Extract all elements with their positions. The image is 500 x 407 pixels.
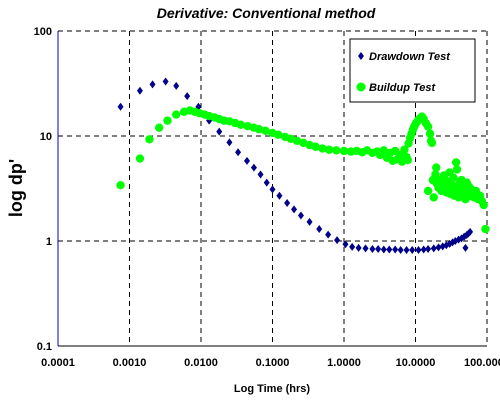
x-tick-label: 1.0000 <box>327 357 361 369</box>
drawdown-point <box>392 245 399 254</box>
drawdown-point <box>149 80 156 89</box>
drawdown-point <box>415 246 422 255</box>
buildup-point <box>429 193 438 202</box>
drawdown-point <box>250 163 257 172</box>
drawdown-point <box>235 148 242 157</box>
buildup-point <box>449 173 458 182</box>
drawdown-point <box>430 244 437 253</box>
drawdown-point <box>467 227 474 236</box>
x-tick-label: 10.0000 <box>396 357 436 369</box>
buildup-point <box>339 146 349 156</box>
buildup-point <box>163 116 172 125</box>
drawdown-point <box>297 211 304 220</box>
drawdown-point <box>269 185 276 194</box>
drawdown-point <box>257 170 264 179</box>
buildup-point <box>236 120 245 129</box>
grid-lines <box>58 30 488 346</box>
x-tick-label: 0.0100 <box>184 357 218 369</box>
x-tick-label: 0.0010 <box>113 357 147 369</box>
buildup-point <box>479 200 488 210</box>
drawdown-point <box>420 245 427 254</box>
drawdown-point <box>435 243 442 252</box>
drawdown-point <box>244 156 251 165</box>
buildup-point <box>154 123 164 132</box>
buildup-point <box>273 130 283 139</box>
x-tick-label: 0.1000 <box>256 357 290 369</box>
buildup-point <box>400 145 409 154</box>
drawdown-point <box>263 178 270 187</box>
drawdown-point <box>325 230 332 239</box>
buildup-point <box>145 135 154 144</box>
buildup-point <box>318 144 327 153</box>
y-tick-label: 10 <box>40 131 52 143</box>
buildup-point <box>261 126 270 136</box>
drawdown-point <box>162 77 169 86</box>
buildup-point <box>254 125 264 134</box>
drawdown-point <box>462 243 469 252</box>
y-tick-label: 100 <box>34 26 52 38</box>
buildup-point <box>403 155 412 165</box>
drawdown-point <box>403 246 410 255</box>
buildup-point <box>311 142 320 151</box>
legend: Drawdown Test Buildup Test <box>349 38 476 103</box>
buildup-point <box>324 145 334 154</box>
series-1 <box>116 106 490 234</box>
x-axis-label: Log Time (hrs) <box>234 383 311 395</box>
y-tick-label: 1 <box>46 236 52 248</box>
drawdown-point <box>276 191 283 200</box>
drawdown-point <box>216 127 223 136</box>
drawdown-point <box>136 86 143 95</box>
buildup-point <box>423 186 433 196</box>
buildup-point <box>425 129 435 138</box>
drawdown-point <box>306 217 313 226</box>
drawdown-point <box>380 245 387 254</box>
drawdown-point <box>362 244 369 253</box>
y-tick-labels: 0.1 1 10 100 <box>34 26 52 353</box>
chart-title: Derivative: Conventional method <box>157 5 376 21</box>
buildup-point <box>432 163 441 172</box>
drawdown-point <box>342 240 349 249</box>
drawdown-point <box>284 199 291 208</box>
series-layer <box>116 77 490 255</box>
buildup-point <box>427 138 437 148</box>
buildup-point <box>431 170 440 179</box>
drawdown-point <box>117 102 124 111</box>
drawdown-point <box>291 205 298 214</box>
buildup-point <box>292 136 302 146</box>
drawdown-point <box>409 246 416 255</box>
drawdown-point <box>226 138 233 147</box>
drawdown-point <box>316 225 323 234</box>
x-tick-label: 0.0001 <box>41 357 75 369</box>
drawdown-point <box>349 242 356 251</box>
y-tick-label: 0.1 <box>37 341 52 353</box>
drawdown-point <box>369 244 376 253</box>
legend-marker-drawdown <box>358 52 364 60</box>
buildup-point <box>332 146 341 155</box>
x-tick-labels: 0.0001 0.0010 0.0100 0.1000 1.0000 10.0000 100… <box>41 357 500 369</box>
drawdown-point <box>386 245 393 254</box>
drawdown-point <box>355 243 362 252</box>
legend-marker-buildup <box>356 82 366 92</box>
legend-label-drawdown: Drawdown Test <box>369 51 451 63</box>
drawdown-point <box>375 244 382 253</box>
buildup-point <box>116 180 125 190</box>
drawdown-point <box>173 81 180 90</box>
buildup-point <box>172 110 181 119</box>
buildup-point <box>481 224 490 234</box>
series-0 <box>117 77 474 255</box>
drawdown-point <box>425 244 432 253</box>
buildup-point <box>135 154 145 163</box>
legend-label-buildup: Buildup Test <box>369 82 437 94</box>
buildup-point <box>423 122 433 131</box>
drawdown-point <box>397 246 404 255</box>
x-tick-label: 100.0000 <box>464 357 500 369</box>
buildup-point <box>452 165 462 174</box>
drawdown-point <box>184 92 191 101</box>
buildup-point <box>451 158 461 167</box>
drawdown-point <box>334 236 341 245</box>
legend-box <box>349 38 476 103</box>
y-axis-label: log dp' <box>6 159 26 217</box>
